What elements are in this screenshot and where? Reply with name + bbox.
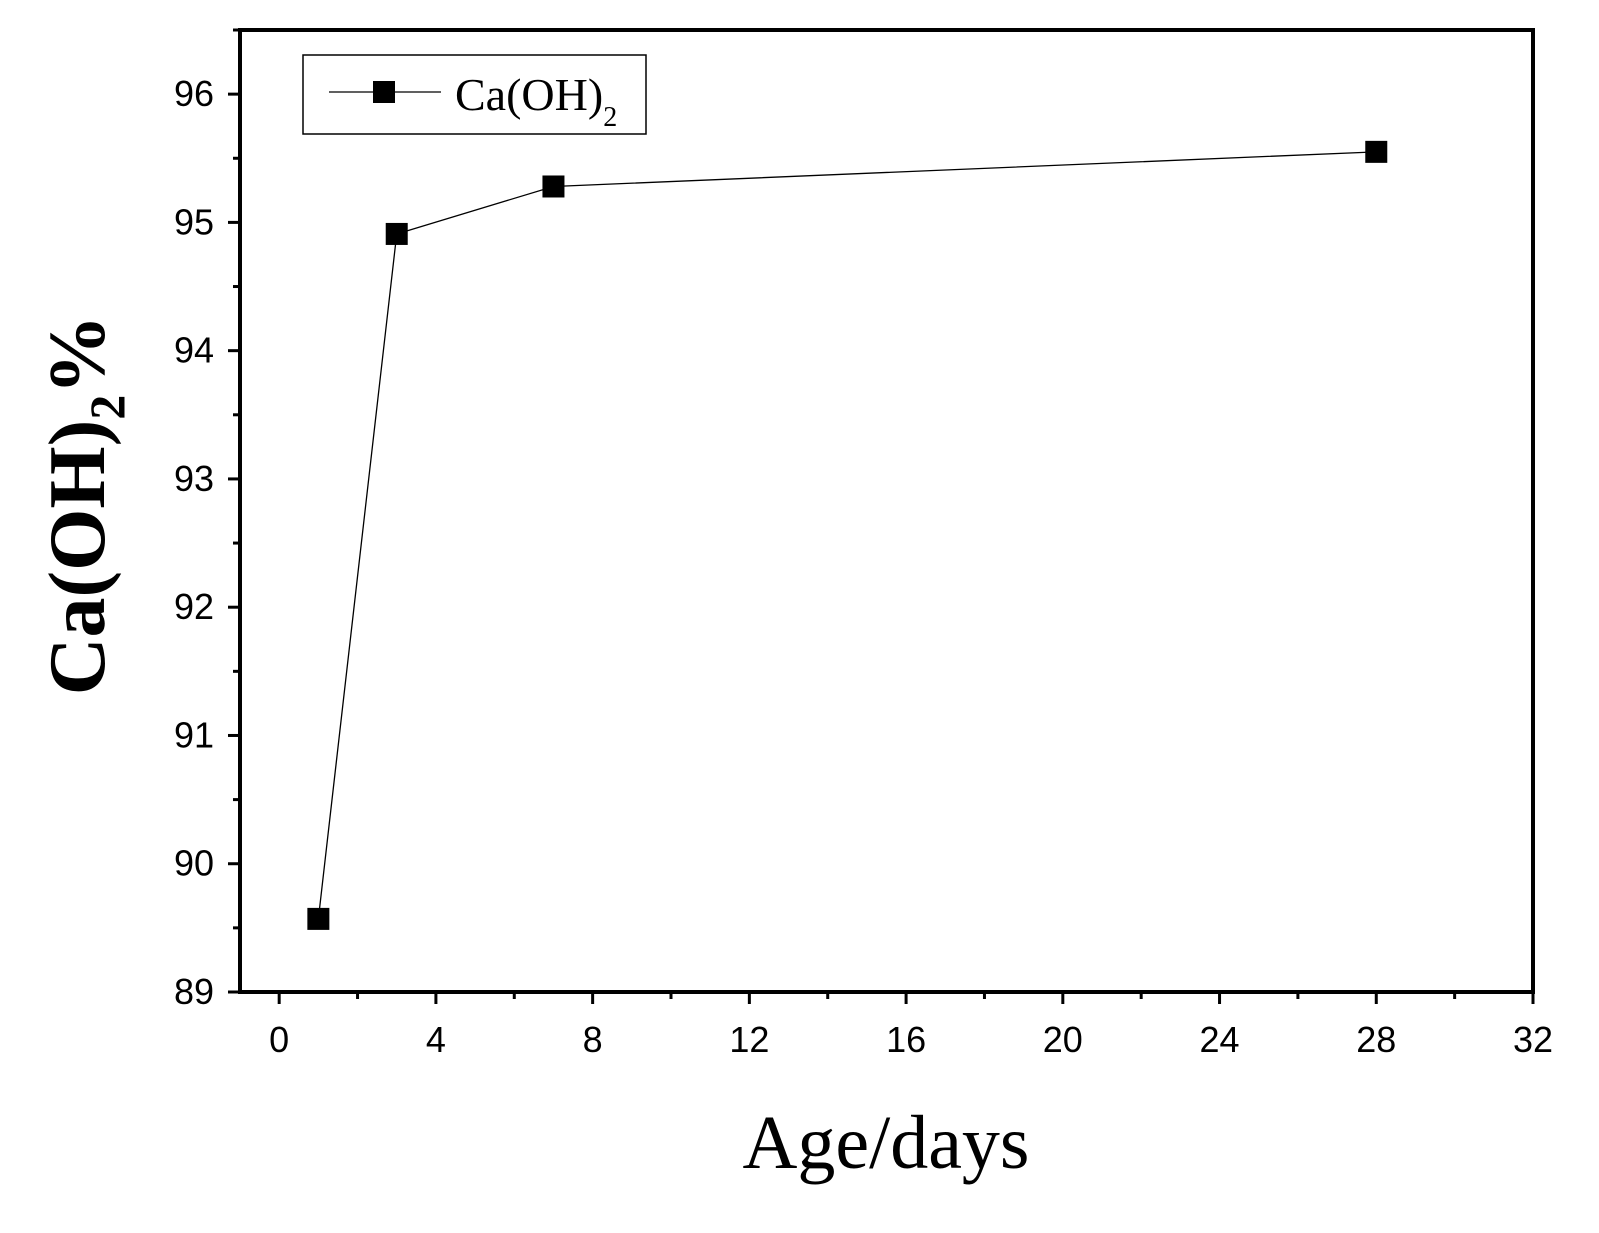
x-tick-label: 20 (1043, 1019, 1083, 1060)
data-point-marker (385, 222, 408, 245)
y-axis-title-subscript: 2 (79, 395, 135, 420)
x-tick-label: 12 (729, 1019, 769, 1060)
x-tick-label: 4 (426, 1019, 446, 1060)
x-tick-label: 32 (1513, 1019, 1553, 1060)
x-tick-label: 0 (269, 1019, 289, 1060)
y-tick-label: 93 (174, 458, 214, 499)
y-axis-ticks: 89 90 91 92 93 94 95 96 (174, 28, 240, 1012)
x-tick-label: 28 (1356, 1019, 1396, 1060)
data-point-marker (1365, 140, 1388, 163)
legend-marker (373, 81, 395, 103)
legend-label-base: Ca(OH) (455, 69, 603, 120)
legend-label-subscript: 2 (603, 102, 617, 133)
y-tick-label: 91 (174, 714, 214, 755)
y-tick-label: 90 (174, 843, 214, 884)
x-tick-label: 8 (583, 1019, 603, 1060)
y-tick-label: 94 (174, 330, 214, 371)
series-layer (307, 140, 1388, 930)
y-axis-title-suffix: % (34, 315, 122, 395)
legend-box (302, 54, 647, 135)
y-tick-label: 92 (174, 586, 214, 627)
plot-frame (238, 28, 1535, 994)
y-axis-title: Ca(OH)2% (34, 315, 135, 696)
legend: Ca(OH)2 (302, 54, 647, 135)
legend-label: Ca(OH)2 (455, 69, 617, 133)
y-tick-label: 96 (174, 73, 214, 114)
series-line (317, 151, 1377, 919)
x-tick-label: 24 (1200, 1019, 1240, 1060)
data-point-marker (307, 907, 330, 930)
y-tick-label: 89 (174, 971, 214, 1012)
x-axis-ticks: 0 4 8 12 16 20 24 28 32 (269, 992, 1553, 1060)
y-tick-label: 95 (174, 201, 214, 242)
y-axis-title-base: Ca(OH) (34, 420, 122, 696)
data-point-marker (542, 175, 565, 198)
x-axis-title: Age/days (742, 1101, 1029, 1185)
x-tick-label: 16 (886, 1019, 926, 1060)
